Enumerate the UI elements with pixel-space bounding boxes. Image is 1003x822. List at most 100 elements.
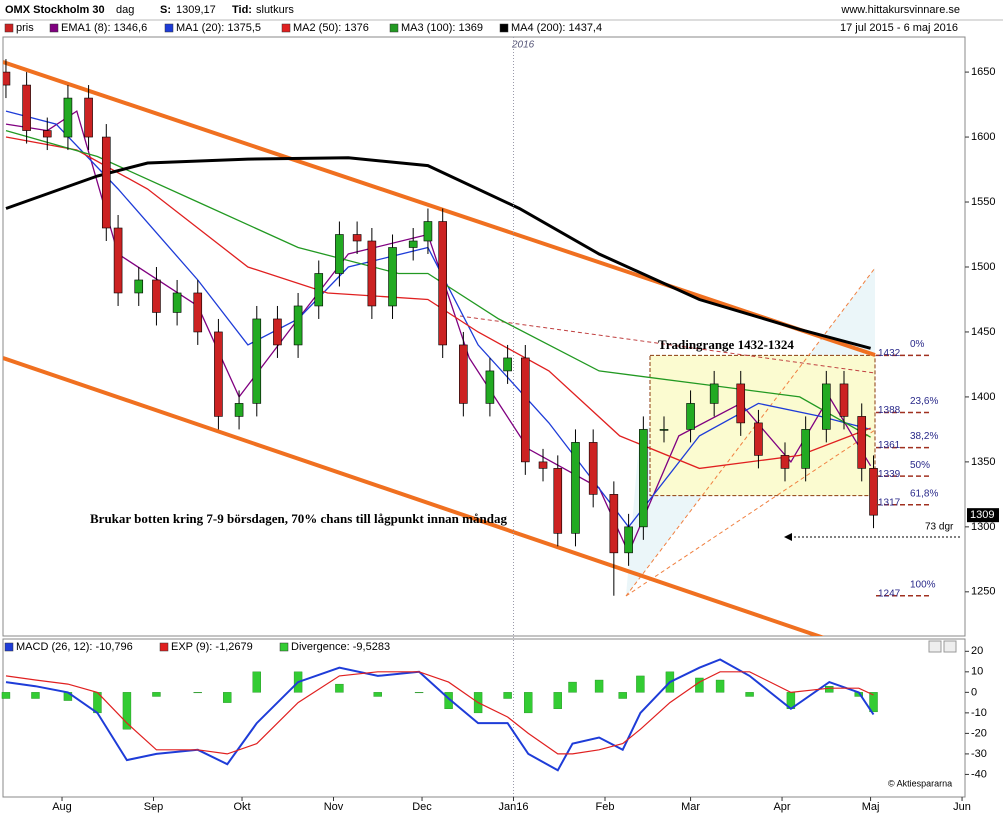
candle-body [84, 97, 93, 138]
legend-swatch [4, 23, 14, 33]
trend-upper [3, 60, 876, 357]
candle-body [113, 227, 123, 294]
candle-body [101, 136, 111, 229]
fib-level: 1361 [878, 440, 901, 451]
candle-body [736, 383, 746, 424]
days-label: 73 dgr [925, 522, 954, 533]
copyright: © Aktiespararna [888, 778, 952, 788]
divergence-bar [524, 692, 533, 714]
y-tick-label: -20 [971, 727, 987, 739]
fib-level: 1339 [878, 469, 901, 480]
candle-body [63, 97, 73, 138]
x-tick-label: Maj [862, 801, 880, 813]
candle-body [408, 240, 418, 248]
ma-line [5, 136, 871, 470]
candle-body [214, 331, 223, 417]
divergence-bar [152, 692, 161, 697]
fib-level: 1247 [878, 588, 901, 599]
candle-body [503, 357, 512, 372]
x-tick-label: Nov [324, 801, 344, 813]
close-label: S: [160, 4, 171, 16]
x-tick-label: Sep [144, 801, 164, 813]
divergence-bar [869, 692, 878, 713]
candle-body [609, 494, 619, 554]
legend-label: MACD (26, 12): -10,796 [16, 641, 133, 653]
y-tick-label: 10 [971, 666, 983, 678]
zoom-icon[interactable] [928, 640, 942, 653]
legend-label: MA2 (50): 1376 [293, 22, 369, 34]
x-tick-label: Feb [596, 801, 615, 813]
divergence-bar [568, 681, 577, 693]
candle-body [553, 468, 563, 534]
y-tick-label: -30 [971, 748, 987, 760]
candle-body [709, 383, 719, 404]
y-tick-label: 1600 [971, 131, 995, 143]
legend-swatch [4, 642, 14, 652]
candle-body [538, 461, 548, 469]
macd-line [5, 671, 874, 755]
x-tick-label: Jan16 [499, 801, 529, 813]
ma-line [5, 110, 872, 555]
fib-pct: 0% [910, 339, 925, 350]
divergence-bar [594, 679, 604, 693]
interval: dag [116, 4, 134, 16]
year-marker: 2016 [511, 40, 535, 51]
y-tick-label: -10 [971, 707, 987, 719]
candle-body [485, 370, 495, 404]
candle-body [869, 468, 878, 516]
candle-body [686, 403, 695, 430]
candle-body [314, 273, 324, 307]
y-tick-label: 1500 [971, 261, 995, 273]
close-value: 1309,17 [176, 4, 216, 16]
x-tick-label: Jun [953, 801, 971, 813]
channel-dash [625, 429, 876, 597]
candle-body [367, 240, 377, 307]
candle-body [639, 429, 648, 528]
candle-body [521, 357, 530, 463]
fib-pct: 61,8% [910, 488, 938, 499]
x-tick-label: Aug [52, 801, 72, 813]
price-frame [2, 36, 966, 637]
y-tick-label: 1300 [971, 521, 995, 533]
legend-label: pris [16, 22, 34, 34]
title: OMX Stockholm 30 [5, 4, 105, 16]
x-tick-label: Mar [681, 801, 700, 813]
legend-label: EMA1 (8): 1346,6 [61, 22, 147, 34]
fib-level: 1432 [878, 348, 901, 359]
candle-body [293, 305, 303, 346]
days-arrowhead [784, 533, 792, 541]
x-tick-label: Okt [233, 801, 250, 813]
y-tick-label: 0 [971, 686, 977, 698]
fib-pct: 100% [910, 579, 936, 590]
divergence-bar [825, 685, 834, 693]
close-icon[interactable] [943, 640, 957, 653]
ma-line [5, 156, 871, 350]
divergence-bar [553, 692, 562, 709]
divergence-bar [31, 692, 40, 699]
divergence-bar [373, 692, 382, 697]
candle-body [273, 318, 282, 346]
candle-body [659, 429, 669, 431]
legend-swatch [164, 23, 174, 33]
candle-body [857, 416, 867, 469]
candle-body [388, 247, 397, 307]
candle-body [588, 442, 598, 495]
divergence-bar [252, 671, 261, 693]
candle-body [42, 130, 52, 138]
last-price: 1309 [970, 509, 994, 521]
y-tick-label: -40 [971, 768, 987, 780]
y-tick-label: 1250 [971, 586, 995, 598]
ma-line [5, 129, 871, 438]
legend-swatch [389, 23, 399, 33]
candle-body [134, 279, 144, 294]
candle-body [780, 455, 790, 469]
channel-dash [625, 267, 876, 597]
divergence-bar [223, 692, 232, 703]
divergence-bar [414, 692, 424, 694]
y-tick-label: 1450 [971, 326, 995, 338]
candle-body [3, 71, 11, 86]
note: Brukar botten kring 7-9 börsdagen, 70% c… [90, 511, 507, 526]
source: www.hittakursvinnare.se [840, 4, 960, 16]
